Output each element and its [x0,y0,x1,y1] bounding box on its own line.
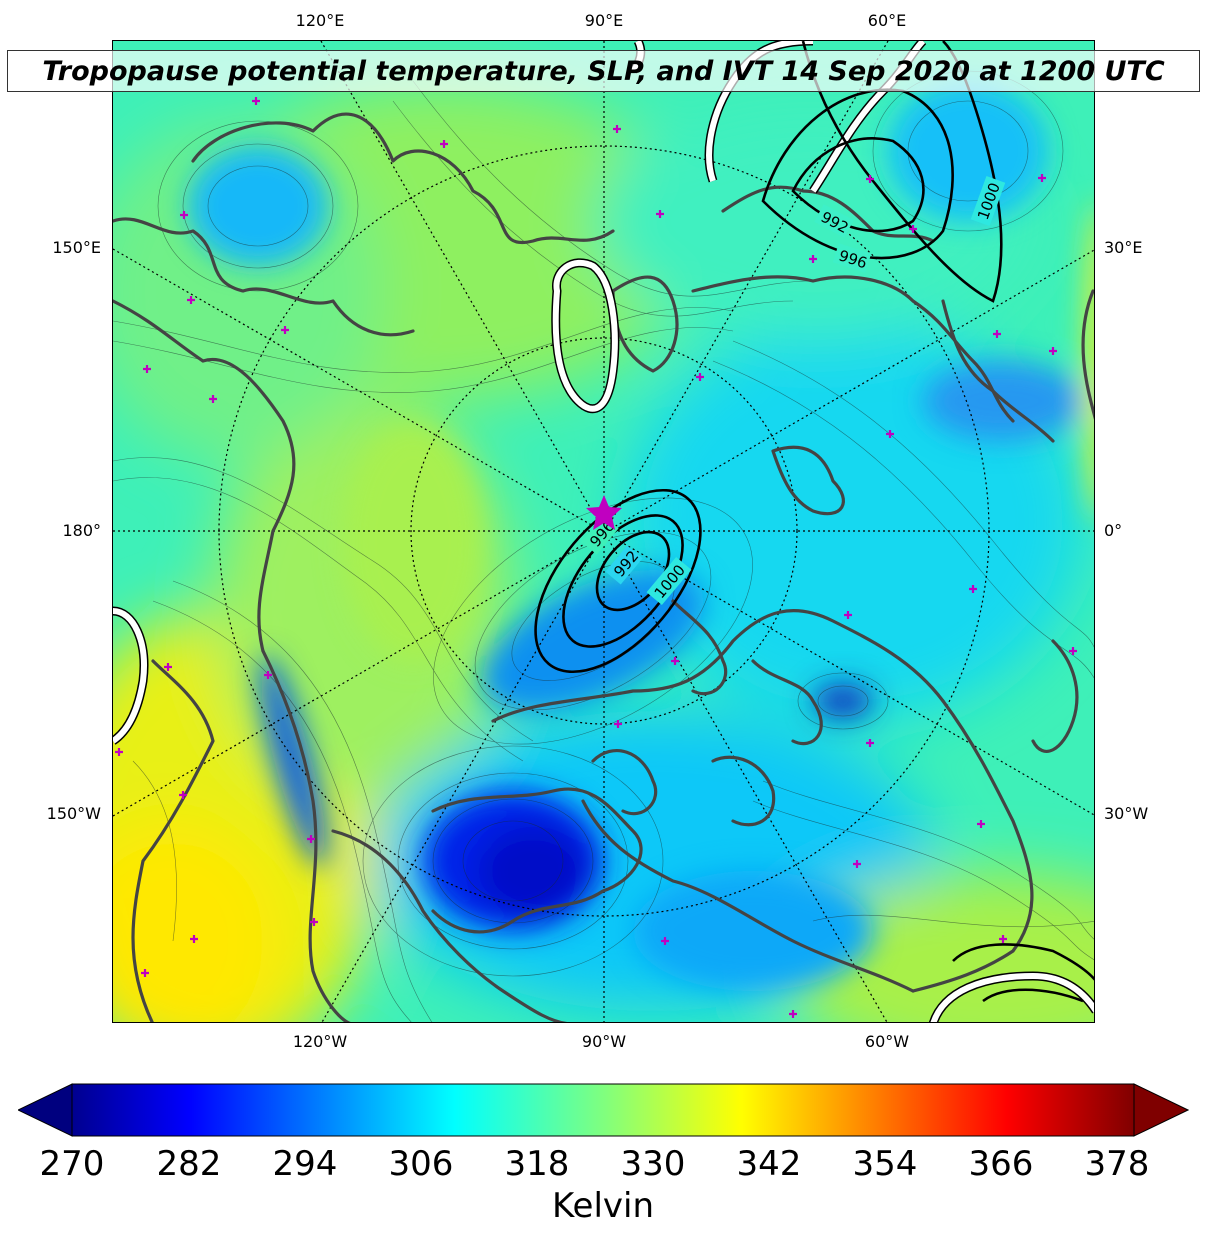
lon-label-left-150e: 150°E [52,238,101,257]
lon-label-right-30w: 30°W [1104,804,1149,823]
colorbar-tick: 282 [156,1144,222,1184]
plus-icon [310,918,318,926]
colorbar-unit-label: Kelvin [551,1186,655,1226]
plus-icon [252,97,260,105]
lon-label-left-180: 180° [62,521,101,540]
plus-icon [115,748,123,756]
colorbar-tick: 294 [272,1144,338,1184]
lon-label-top-90e: 90°E [584,11,624,30]
plus-icon [180,211,188,219]
plus-icon [614,720,622,728]
colorbar-low-extend [18,1083,73,1137]
lon-label-top-120e: 120°E [295,11,345,30]
lon-label-right-0: 0° [1104,521,1123,540]
plus-icon [866,175,874,183]
lon-label-bottom-120w: 120°W [292,1032,348,1051]
coastlines [113,112,1094,1022]
plus-icon [440,140,448,148]
plus-icon [886,430,894,438]
plus-icon [187,296,195,304]
station-markers [115,97,1077,1018]
colorbar-tick: 366 [968,1144,1034,1184]
lon-label-right-30e: 30°E [1104,238,1143,257]
plus-icon [671,657,679,665]
plus-icon [993,330,1001,338]
map-canvas: 996 992 1000 992 996 1000 [113,41,1094,1022]
plus-icon [999,935,1007,943]
colorbar [18,1083,1189,1137]
plus-icon [809,255,817,263]
plus-icon [164,663,172,671]
colorbar-high-extend [1133,1083,1189,1137]
plus-icon [307,835,315,843]
colorbar-tick: 378 [1084,1144,1150,1184]
plus-icon [656,210,664,218]
colorbar-tick: 330 [620,1144,686,1184]
plus-icon [909,225,917,233]
plus-icon [789,1010,797,1018]
lon-label-bottom-90w: 90°W [581,1032,627,1051]
map-panel: 996 992 1000 992 996 1000 [112,40,1095,1023]
colorbar-gradient [71,1083,1135,1137]
plus-icon [143,365,151,373]
plus-icon [866,739,874,747]
star-icon [586,495,622,530]
lon-label-left-150w: 150°W [46,804,101,823]
plus-icon [190,935,198,943]
colorbar-tick: 318 [504,1144,570,1184]
plus-icon [209,395,217,403]
colorbar-tick: 270 [39,1144,105,1184]
lon-label-bottom-60w: 60°W [864,1032,910,1051]
plus-icon [179,791,187,799]
lon-label-top-60e: 60°E [867,11,907,30]
plus-icon [977,820,985,828]
plus-icon [1069,647,1077,655]
plus-icon [969,585,977,593]
colorbar-tick: 354 [852,1144,918,1184]
plus-icon [613,125,621,133]
page-title: Tropopause potential temperature, SLP, a… [42,55,1165,87]
plus-icon [264,671,272,679]
colorbar-tick: 342 [736,1144,802,1184]
colorbar-tick: 306 [388,1144,454,1184]
theta-field [113,41,1094,1022]
plus-icon [141,969,149,977]
plus-icon [696,373,704,381]
plus-icon [853,860,861,868]
plus-icon [1049,347,1057,355]
plus-icon [661,937,669,945]
plus-icon [844,611,852,619]
plus-icon [1038,174,1046,182]
plus-icon [281,326,289,334]
title-box: Tropopause potential temperature, SLP, a… [7,50,1200,92]
